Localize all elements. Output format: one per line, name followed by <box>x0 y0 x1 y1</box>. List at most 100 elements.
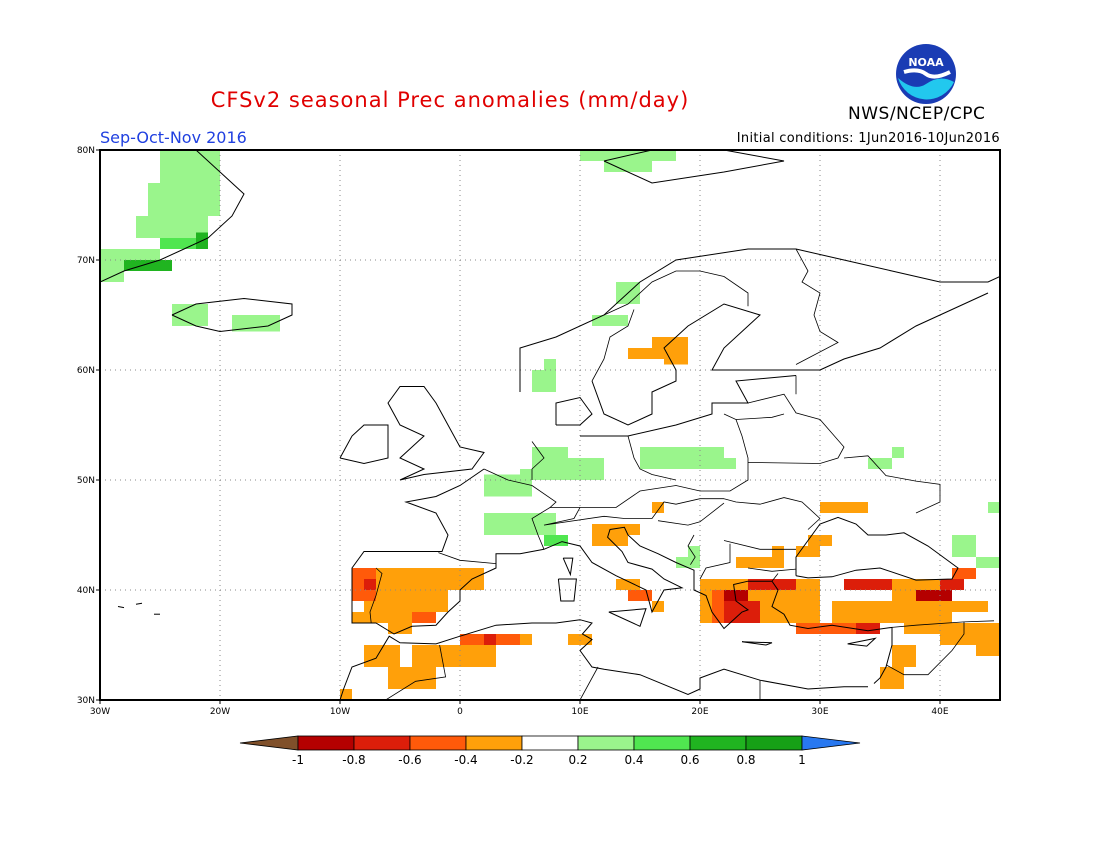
country-border <box>687 534 696 565</box>
country-border <box>795 248 839 365</box>
anomaly-cell <box>976 557 1000 568</box>
legend-swatch <box>633 735 691 751</box>
season-label: Sep-Oct-Nov 2016 <box>100 128 247 147</box>
country-border <box>657 502 725 526</box>
coastline-segment <box>741 641 773 646</box>
anomaly-cell <box>892 579 952 601</box>
anomaly-cell <box>676 557 688 568</box>
country-border <box>531 441 545 480</box>
country-border <box>579 666 599 700</box>
anomaly-cell <box>196 232 208 249</box>
anomaly-cell <box>532 370 556 392</box>
anomaly-cell <box>448 568 460 590</box>
anomaly-cell <box>484 634 532 645</box>
coastlines <box>100 150 1000 700</box>
initial-conditions-label: Initial conditions: 1Jun2016-10Jun2016 <box>736 131 1000 146</box>
anomaly-cell <box>796 623 856 634</box>
anomaly-cell <box>952 601 988 612</box>
coastline-segment <box>555 396 593 426</box>
anomaly-cell <box>460 568 484 590</box>
anomaly-cell <box>412 645 460 667</box>
legend-label: 0.8 <box>736 753 755 767</box>
anomaly-cell <box>592 524 628 546</box>
anomaly-cell <box>352 612 424 623</box>
lon-tick-label: 20E <box>691 707 708 717</box>
coastline-segment <box>819 292 989 371</box>
anomaly-cell <box>172 304 208 326</box>
country-border <box>891 620 995 628</box>
legend-swatch <box>297 735 355 751</box>
anomaly-cell <box>664 359 688 365</box>
country-border <box>885 621 965 676</box>
lon-tick-label: 30W <box>90 707 110 717</box>
country-border <box>483 468 557 550</box>
coastline-segment <box>557 578 577 602</box>
anomaly-cell <box>232 315 280 332</box>
anomaly-cell <box>904 623 1000 634</box>
country-border <box>723 540 796 550</box>
anomaly-cell <box>808 535 832 546</box>
lat-tick-label: 60N <box>77 366 95 376</box>
coastline-segment <box>847 637 877 647</box>
anomaly-cell <box>496 634 520 645</box>
anomaly-cell <box>532 447 568 469</box>
anomaly-cell <box>616 579 640 590</box>
coastline-segment <box>603 150 785 184</box>
anomaly-cell <box>568 634 592 645</box>
lat-tick-label: 80N <box>77 146 95 156</box>
agency-label: NWS/NCEP/CPC <box>848 104 986 124</box>
anomaly-cell <box>892 447 904 458</box>
anomaly-cell <box>832 601 952 623</box>
coastline-segment <box>795 516 959 581</box>
anomaly-cell <box>844 579 892 590</box>
lat-tick-label: 70N <box>77 256 95 266</box>
anomaly-cell <box>796 546 820 557</box>
lon-tick-label: 10E <box>571 707 588 717</box>
legend-label: 1 <box>798 753 806 767</box>
anomaly-cell <box>820 502 868 513</box>
legend-label: -0.6 <box>398 753 421 767</box>
legend-label: -0.8 <box>342 753 365 767</box>
coastline-segment <box>339 424 389 465</box>
map-frame <box>99 149 1001 701</box>
lon-tick-label: 20W <box>210 707 230 717</box>
anomaly-cell <box>952 568 976 579</box>
country-border <box>807 518 821 530</box>
anomaly-cell <box>352 568 388 590</box>
anomaly-cell <box>604 161 652 172</box>
legend-swatch <box>577 735 635 751</box>
anomaly-cell <box>352 568 376 601</box>
country-border <box>747 567 797 572</box>
anomaly-cell <box>592 315 628 326</box>
anomaly-cell <box>484 513 532 535</box>
legend-label: -0.2 <box>510 753 533 767</box>
anomaly-cell <box>700 579 820 623</box>
anomaly-cell <box>616 282 640 304</box>
legend-label: 0.6 <box>680 753 699 767</box>
anomaly-cell <box>484 634 508 645</box>
coastline-segment <box>117 606 125 609</box>
anomaly-cell <box>940 634 1000 645</box>
anomaly-cell <box>388 623 412 634</box>
legend-swatch <box>409 735 467 751</box>
anomaly-cell <box>724 601 760 623</box>
country-border <box>747 393 845 464</box>
anomaly-cell <box>724 458 736 469</box>
anomaly-cell <box>748 579 796 590</box>
legend-label: 0.4 <box>624 753 643 767</box>
anomaly-cell <box>724 590 748 601</box>
legend-triangle-low <box>239 735 299 751</box>
anomaly-cell <box>928 623 1000 634</box>
anomaly-cell <box>388 667 436 689</box>
anomaly-cell <box>520 524 556 535</box>
coastline-segment <box>100 150 245 283</box>
anomaly-cell <box>340 689 352 700</box>
country-border <box>699 543 731 580</box>
country-border <box>735 413 785 420</box>
anomaly-cell <box>580 150 676 161</box>
legend-swatch <box>465 735 523 751</box>
lon-tick-label: 40E <box>931 707 948 717</box>
anomaly-cell <box>688 546 700 568</box>
latitude-ticks: 80N 70N 60N 50N 40N 30N <box>77 146 100 706</box>
anomaly-cell <box>568 458 604 469</box>
